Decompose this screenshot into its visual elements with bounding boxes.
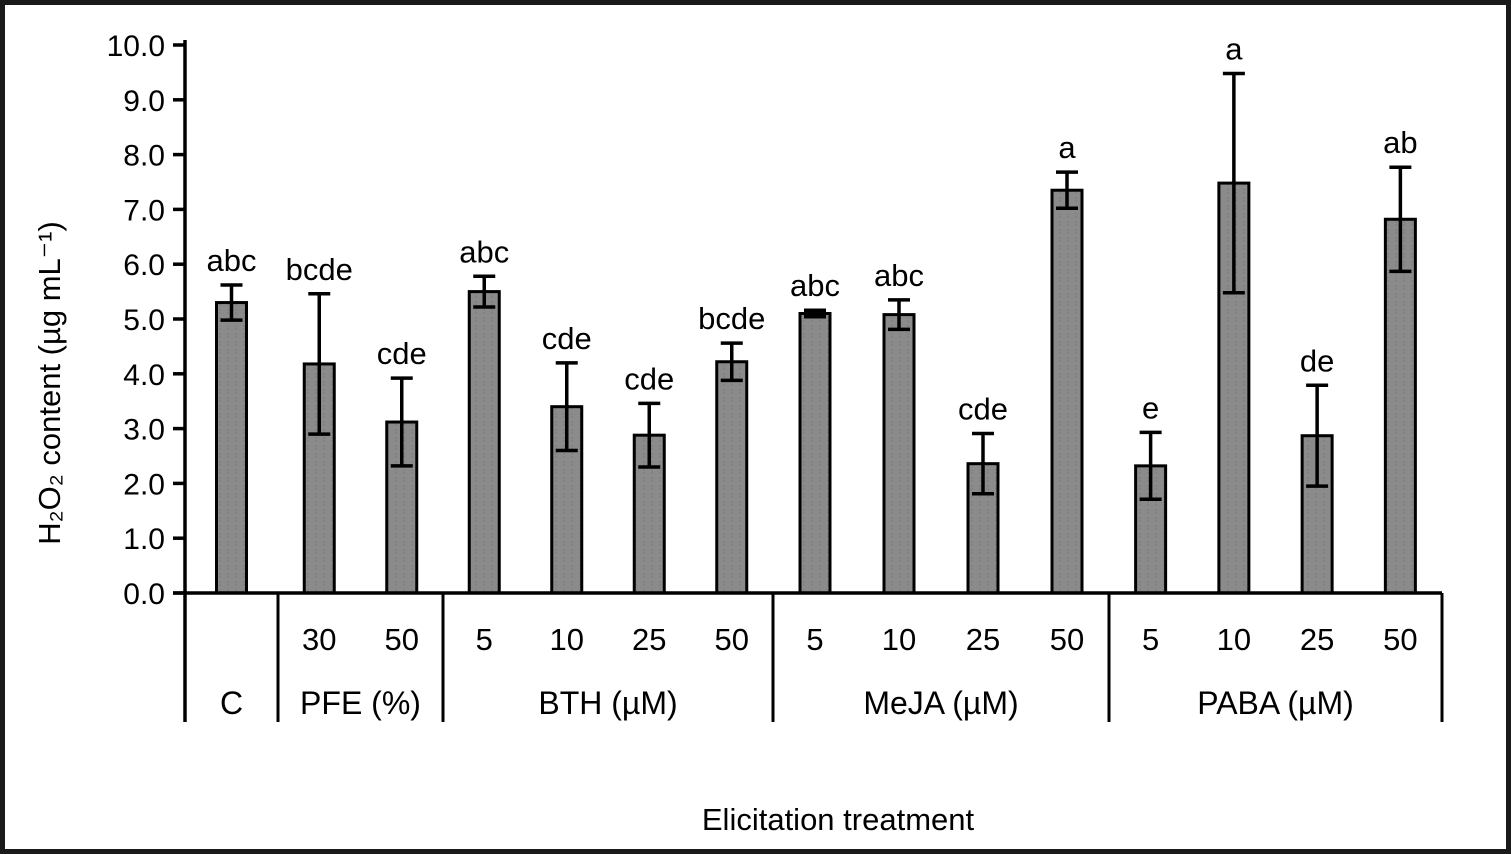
dose-label: 5 (806, 622, 823, 657)
dose-label: 25 (966, 622, 1000, 657)
sig-label: bcde (286, 252, 353, 287)
sig-label: cde (377, 336, 427, 371)
dose-label: 25 (632, 622, 666, 657)
dose-label: 50 (385, 622, 419, 657)
bar-PABA-50 (1383, 217, 1417, 595)
sig-label: de (1300, 343, 1334, 378)
dose-label: 5 (476, 622, 493, 657)
dose-label: 10 (882, 622, 916, 657)
bar-MeJA-10 (882, 313, 916, 595)
y-tick-label: 2.0 (123, 468, 165, 501)
sig-label: cde (542, 321, 592, 356)
y-tick-label: 5.0 (123, 304, 165, 337)
sig-label: e (1142, 390, 1159, 425)
bar-MeJA-50 (1050, 188, 1084, 595)
y-tick-label: 6.0 (123, 249, 165, 282)
y-tick-label: 8.0 (123, 140, 165, 173)
sig-label: ab (1383, 125, 1417, 160)
sig-label: abc (459, 234, 509, 269)
y-axis-title: H₂O₂ content (µg mL⁻¹) (32, 221, 67, 545)
dose-label: 50 (715, 622, 749, 657)
sig-label: abc (207, 243, 257, 278)
bar-MeJA-5 (798, 312, 832, 595)
group-label: PFE (%) (300, 685, 421, 721)
dose-label: 5 (1142, 622, 1159, 657)
y-tick-label: 0.0 (123, 578, 165, 611)
bar-BTH-50 (715, 360, 749, 595)
y-tick-label: 7.0 (123, 194, 165, 227)
sig-label: abc (790, 268, 840, 303)
group-label: C (220, 685, 243, 721)
y-tick-label: 3.0 (123, 414, 165, 447)
dose-label: 50 (1383, 622, 1417, 657)
group-label: MeJA (µM) (863, 685, 1018, 721)
y-tick-label: 9.0 (123, 85, 165, 118)
y-tick-label: 1.0 (123, 523, 165, 556)
dose-label: 30 (302, 622, 336, 657)
group-label: PABA (µM) (1197, 685, 1354, 721)
sig-label: a (1058, 130, 1076, 165)
sig-label: cde (958, 392, 1008, 427)
y-tick-label: 10.0 (107, 30, 165, 63)
x-axis-title: Elicitation treatment (702, 802, 975, 837)
plot-area: 0.0 1.0 2.0 3.0 4.0 5.0 6.0 7.0 8.0 9.0 10.0 abc Cbc… (107, 30, 1444, 722)
bar-BTH-5 (467, 290, 501, 595)
sig-label: abc (874, 258, 924, 293)
y-tick-label: 4.0 (123, 359, 165, 392)
dose-label: 10 (1217, 622, 1251, 657)
dose-label: 50 (1050, 622, 1084, 657)
sig-label: bcde (698, 301, 765, 336)
group-label: BTH (µM) (538, 685, 677, 721)
dose-label: 25 (1300, 622, 1334, 657)
dose-label: 10 (550, 622, 584, 657)
sig-label: cde (624, 361, 674, 396)
bar-C-C (215, 301, 248, 595)
sig-label: a (1225, 31, 1243, 66)
